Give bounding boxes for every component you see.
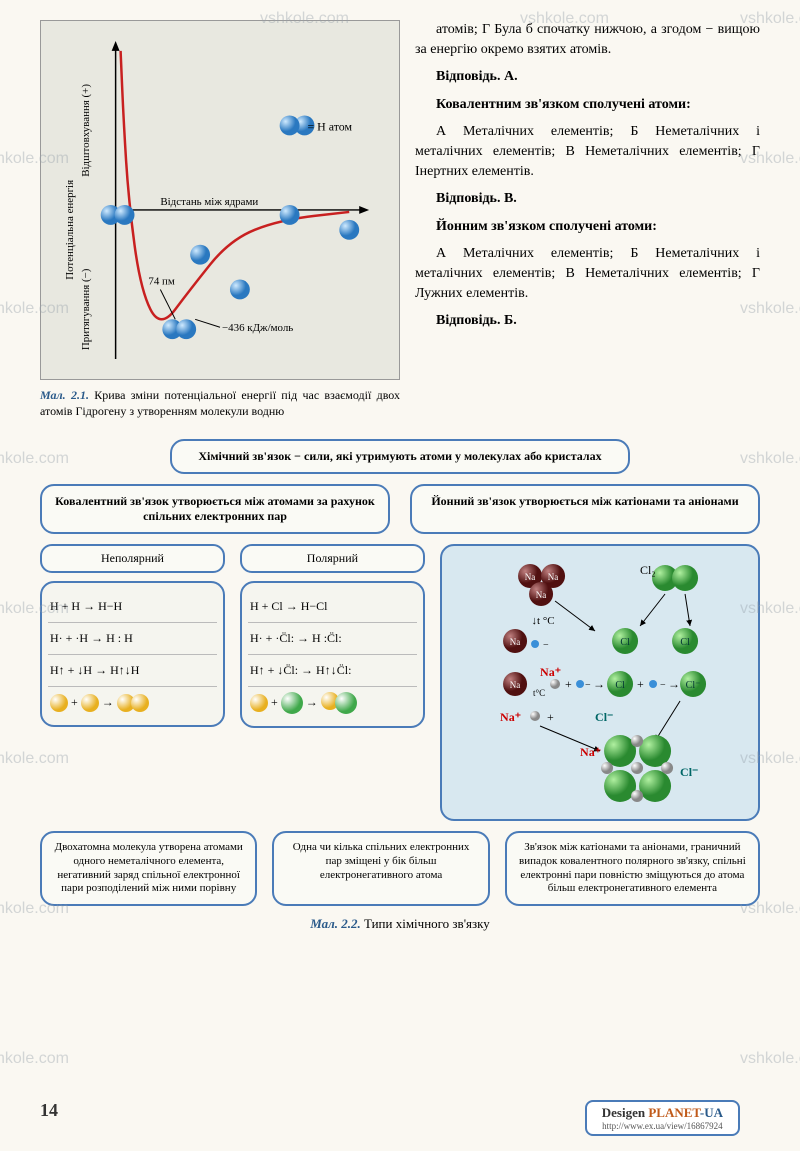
- desc-nonpolar: Двохатомна молекула утворена атомами одн…: [40, 831, 257, 906]
- energy-curve-chart: Потенціальна енергія Відштовхування (+) …: [40, 20, 400, 380]
- covalent-node: Ковалентний зв'язок утворюється між атом…: [40, 484, 390, 534]
- svg-text:−: −: [585, 680, 591, 691]
- svg-text:+: +: [547, 710, 554, 724]
- svg-text:Cl: Cl: [620, 637, 630, 648]
- svg-text:Cl₂: Cl₂: [640, 563, 656, 577]
- svg-text:Cl⁻: Cl⁻: [680, 765, 698, 779]
- svg-text:Cl: Cl: [615, 680, 625, 691]
- y-bottom-label: Притягування (−): [80, 268, 92, 350]
- ionic-reactions: Na Na Na Cl₂ ↓t °C Na − Cl Cl: [440, 544, 760, 821]
- svg-text:→: →: [668, 677, 680, 691]
- x-axis-label: Відстань між ядрами: [160, 196, 258, 208]
- svg-text:Na⁺: Na⁺: [580, 745, 601, 759]
- y-axis-label: Потенціальна енергія: [64, 180, 76, 280]
- desc-polar: Одна чи кілька спільних електронних пар …: [272, 831, 489, 906]
- svg-text:Na: Na: [536, 590, 547, 600]
- svg-text:+: +: [637, 677, 644, 691]
- legend-label: = Н атом: [307, 119, 352, 133]
- svg-text:Na⁺: Na⁺: [500, 710, 521, 724]
- svg-text:−: −: [543, 640, 549, 651]
- diagram-root: Хімічний зв'язок − сили, які утримують а…: [170, 439, 630, 474]
- svg-text:Cl: Cl: [680, 637, 690, 648]
- svg-text:↓t °C: ↓t °C: [531, 615, 554, 627]
- desc-ionic: Зв'язок між катіонами та аніонами, грани…: [505, 831, 760, 906]
- body-text: атомів; Г Була б спочатку нижчою, а згод…: [415, 20, 760, 419]
- svg-text:Cl⁻: Cl⁻: [686, 680, 701, 691]
- svg-text:Cl⁻: Cl⁻: [595, 710, 613, 724]
- svg-text:Na: Na: [548, 572, 559, 582]
- nonpolar-label: Неполярний: [40, 544, 225, 573]
- nonpolar-reactions: H + H → H−H H· + ·H → H : H H↑ + ↓H → H↑…: [40, 581, 225, 727]
- polar-reactions: H + Cl → H−Cl H· + ·C̈l: → H :C̈l: H↑ + …: [240, 581, 425, 728]
- y-top-label: Відштовхування (+): [80, 84, 92, 177]
- svg-text:→: →: [593, 677, 605, 691]
- figure-2-2-caption: Мал. 2.2. Типи хімічного зв'язку: [40, 916, 760, 932]
- svg-text:+: +: [565, 677, 572, 691]
- svg-text:t°C: t°C: [533, 688, 545, 698]
- page-number: 14: [40, 1100, 58, 1121]
- footer-badge: Desigen PLANET-UA http://www.ex.ua/view/…: [585, 1100, 740, 1136]
- svg-text:Na: Na: [525, 572, 536, 582]
- svg-text:Na⁺: Na⁺: [540, 665, 561, 679]
- min-y-label: −436 кДж/моль: [222, 322, 293, 334]
- svg-text:Na: Na: [510, 680, 521, 690]
- svg-text:Na: Na: [510, 637, 521, 647]
- ionic-node: Йонний зв'язок утворюється між катіонами…: [410, 484, 760, 534]
- bond-types-diagram: Хімічний зв'язок − сили, які утримують а…: [40, 439, 760, 932]
- polar-label: Полярний: [240, 544, 425, 573]
- min-x-label: 74 пм: [148, 276, 174, 288]
- svg-text:−: −: [660, 680, 666, 691]
- figure-2-1-caption: Мал. 2.1. Крива зміни потенціальної енер…: [40, 388, 400, 419]
